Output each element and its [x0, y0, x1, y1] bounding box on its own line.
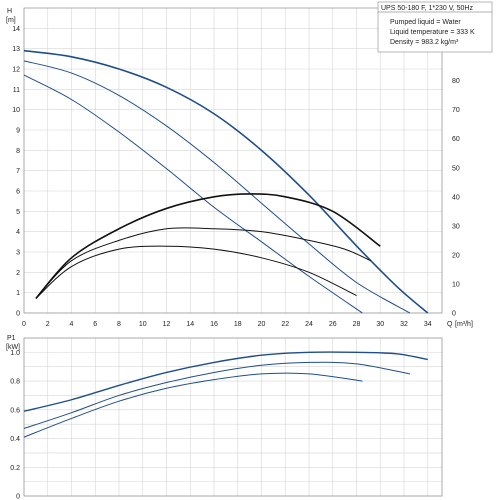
- power-tick-label: 1.0: [10, 350, 20, 357]
- efficiency-curve-1: [35, 193, 381, 300]
- power-tick-label: 0.4: [10, 436, 20, 443]
- power-tick-label: 0.2: [10, 465, 20, 472]
- head-tick-label: 0: [16, 311, 20, 318]
- efficiency-tick-label: 30: [452, 223, 460, 230]
- head-chart-ticks: 0 2 4 6 8 10 12 14 16 18 20 22 24 26 28 30 32 34012345678…: [12, 26, 460, 328]
- head-tick-label: 6: [16, 189, 20, 196]
- power-tick-label: 0.8: [10, 379, 20, 386]
- head-tick-label: 13: [12, 46, 20, 53]
- info-liquid-temperature: Liquid temperature = 333 K: [390, 29, 475, 36]
- head-tick-label: 12: [12, 67, 20, 74]
- power-curve-3: [23, 372, 363, 438]
- head-axis-unit: [m]: [6, 17, 16, 24]
- power-tick-label: 0: [16, 494, 20, 500]
- efficiency-tick-label: 50: [452, 165, 460, 172]
- efficiency-tick-label: 70: [452, 107, 460, 114]
- flow-tick-label: 2: [46, 321, 50, 328]
- head-tick-label: 8: [16, 148, 20, 155]
- flow-axis-unit: [m³/h]: [455, 321, 473, 328]
- efficiency-tick-label: 0: [452, 311, 456, 318]
- flow-tick-label: 24: [305, 321, 313, 328]
- head-tick-label: 14: [12, 26, 20, 33]
- flow-tick-label: 0: [22, 321, 26, 328]
- flow-axis-label: Q: [447, 321, 453, 328]
- power-curve-2: [23, 361, 411, 429]
- flow-tick-label: 22: [281, 321, 289, 328]
- flow-tick-label: 30: [376, 321, 384, 328]
- efficiency-curve-3: [35, 245, 357, 299]
- head-tick-label: 11: [13, 87, 20, 94]
- efficiency-tick-label: 20: [452, 252, 460, 259]
- flow-tick-label: 20: [258, 321, 266, 328]
- head-chart-grid: [23, 8, 442, 314]
- flow-tick-label: 28: [353, 321, 361, 328]
- flow-tick-label: 18: [234, 321, 242, 328]
- head-curve-1: [23, 49, 429, 314]
- info-pumped-liquid: Pumped liquid = Water: [390, 19, 461, 26]
- head-tick-label: 5: [16, 209, 20, 216]
- head-tick-label: 3: [16, 250, 20, 257]
- flow-tick-label: 26: [329, 321, 337, 328]
- head-chart-curves: [23, 49, 429, 314]
- power-chart-curves: [23, 351, 428, 438]
- head-tick-label: 1: [16, 290, 20, 297]
- flow-tick-label: 10: [139, 321, 147, 328]
- head-curve-3: [23, 74, 363, 314]
- info-box-frame: [377, 1, 493, 53]
- head-tick-label: 7: [16, 168, 20, 175]
- head-tick-label: 2: [16, 270, 20, 277]
- flow-tick-label: 32: [400, 321, 408, 328]
- head-chart-frame: [23, 7, 443, 314]
- chart-title: UPS 50-180 F, 1*230 V, 50Hz: [381, 5, 473, 12]
- flow-tick-label: 14: [186, 321, 194, 328]
- head-tick-label: 9: [16, 128, 20, 135]
- info-box: UPS 50-180 F, 1*230 V, 50Hz Pumped liqui…: [377, 1, 493, 53]
- flow-tick-label: 16: [210, 321, 218, 328]
- flow-tick-label: 34: [424, 321, 432, 328]
- flow-tick-label: 8: [117, 321, 121, 328]
- power-chart-frame: [23, 337, 443, 497]
- efficiency-tick-label: 80: [452, 78, 460, 85]
- head-curve-2: [23, 60, 411, 314]
- flow-tick-label: 12: [163, 321, 171, 328]
- efficiency-curve-2: [35, 227, 371, 299]
- head-tick-label: 4: [16, 229, 20, 236]
- power-axis-label: P1: [7, 335, 16, 342]
- flow-tick-label: 6: [93, 321, 97, 328]
- power-chart-grid: [23, 337, 442, 497]
- power-curve-1: [23, 351, 428, 412]
- info-density: Density = 983.2 kg/m³: [390, 39, 459, 46]
- head-tick-label: 10: [12, 107, 20, 114]
- efficiency-tick-label: 10: [452, 281, 460, 288]
- flow-tick-label: 4: [70, 321, 74, 328]
- efficiency-tick-label: 60: [452, 136, 460, 143]
- power-tick-label: 0.6: [10, 407, 20, 414]
- efficiency-tick-label: 40: [452, 194, 460, 201]
- head-axis-label: H: [7, 8, 12, 15]
- power-axis-unit: [kW]: [6, 344, 20, 351]
- power-chart-ticks: 0 0.2 0.4 0.6 0.8 1.0: [10, 350, 20, 500]
